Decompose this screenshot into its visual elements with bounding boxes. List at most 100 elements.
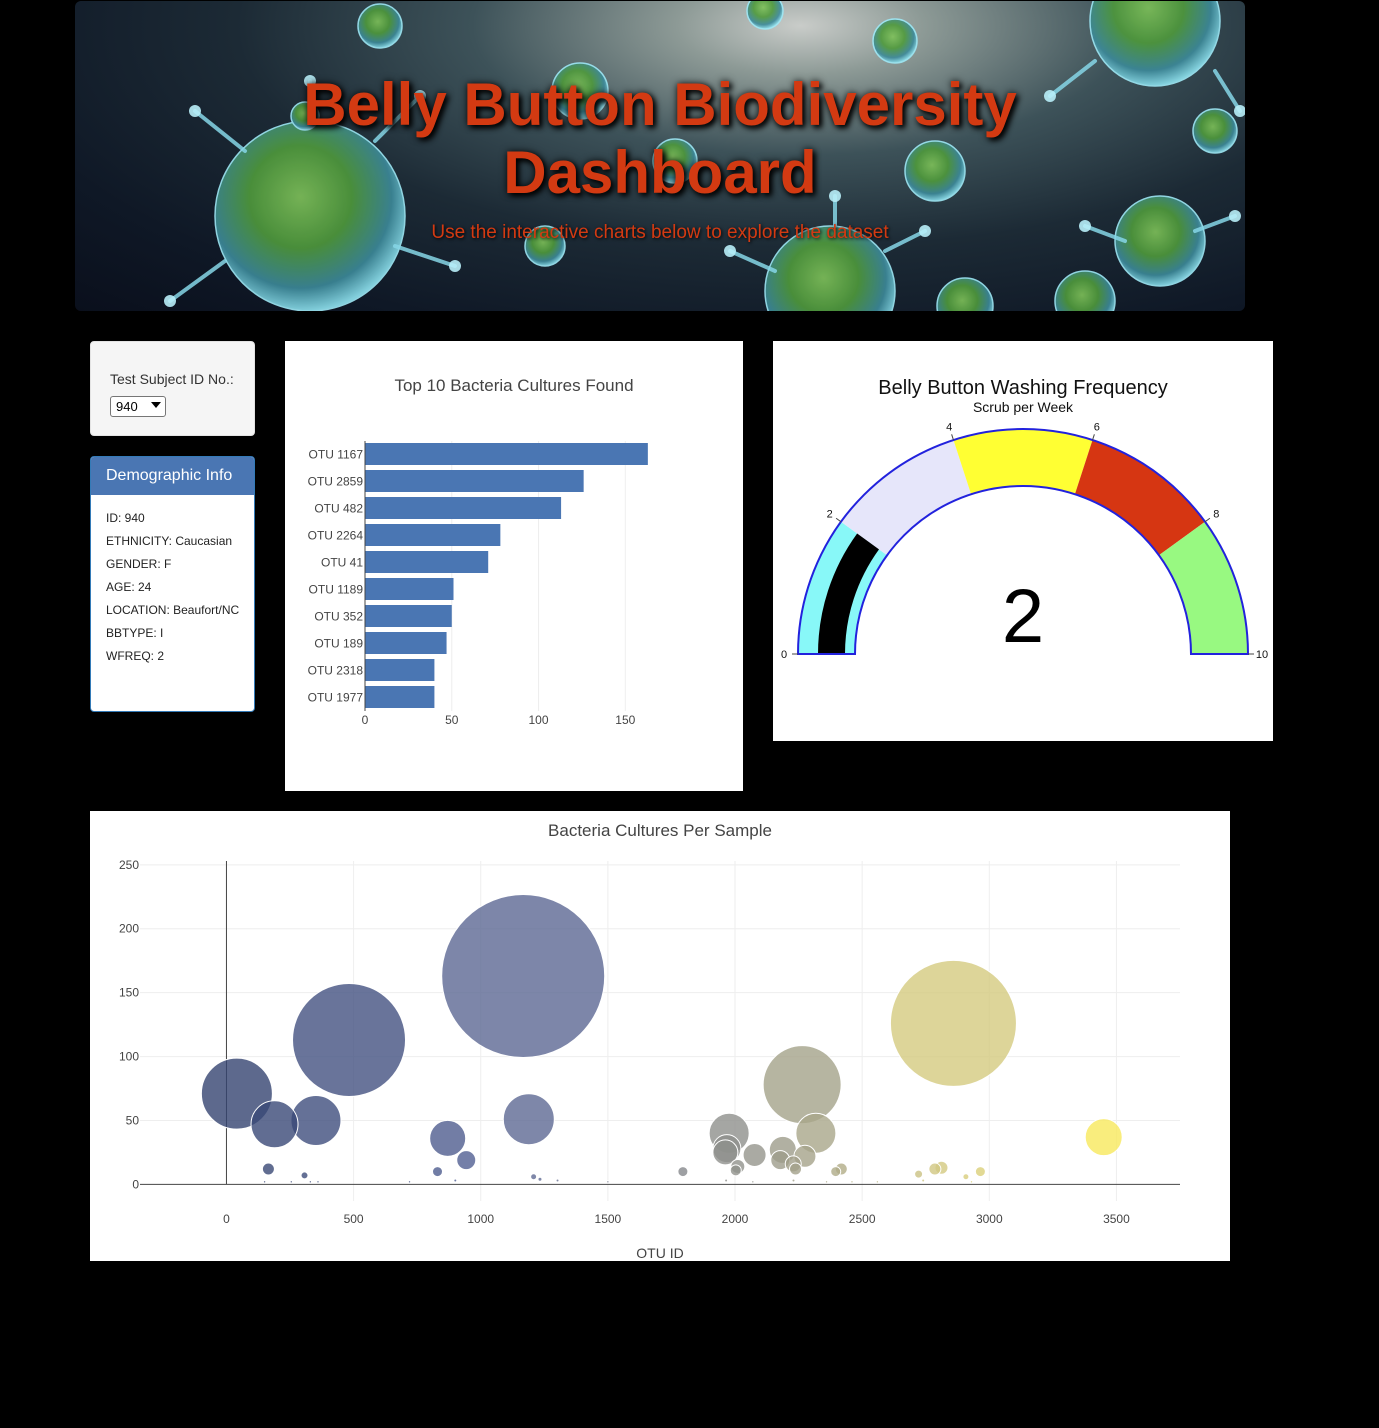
gauge-tick (1204, 517, 1211, 523)
bar-chart-card: Top 10 Bacteria Cultures Found 0 50 100 150… (285, 341, 743, 791)
bubble-point (962, 1173, 970, 1181)
subject-selector-well: Test Subject ID No.: 940 (90, 341, 255, 436)
bar-otu-352 (365, 605, 452, 627)
bubble-chart-card: Bacteria Cultures Per Sample OTU ID 0 50 1… (90, 811, 1230, 1261)
bar-otu-1167 (365, 443, 648, 465)
bar-chart[interactable]: Top 10 Bacteria Cultures Found 0 50 100 150… (285, 341, 743, 791)
gauge-value-bar (818, 533, 879, 654)
bubble-point (555, 1178, 560, 1183)
bubble-point (1084, 1118, 1123, 1157)
subject-selector-label: Test Subject ID No.: (110, 371, 234, 387)
demo-gender: GENDER: F (106, 557, 172, 571)
bar-otu-2859 (365, 470, 584, 492)
bubble-point (850, 1180, 854, 1184)
demo-bbtype: BBTYPE: I (106, 626, 164, 640)
bubble-point (875, 1180, 880, 1184)
subject-id-dropdown[interactable]: 940 (110, 396, 166, 417)
gauge-step-1 (840, 440, 972, 556)
demographic-panel: Demographic Info ID: 940 ETHNICITY: Cauc… (90, 456, 255, 712)
bubble-x-tick-label: 3000 (976, 1212, 1003, 1226)
bubble-x-tick-label: 500 (344, 1212, 364, 1226)
gauge-step-2 (953, 429, 1093, 495)
bar-category-label: OTU 1189 (309, 583, 364, 597)
gauge-tick-label: 6 (1094, 422, 1100, 434)
bubble-point (791, 1178, 796, 1183)
bubble-point (824, 1180, 829, 1184)
bubble-point (789, 1162, 803, 1176)
gauge-tick (835, 517, 842, 523)
bar-x-tick-label: 50 (445, 713, 459, 727)
bubble-chart-xlabel: OTU ID (636, 1245, 683, 1261)
gauge-chart-title: Belly Button Washing Frequency (878, 377, 1167, 399)
bar-category-label: OTU 2318 (308, 664, 364, 678)
gauge-step-4 (1158, 521, 1248, 654)
bubble-y-tick-label: 100 (119, 1050, 139, 1064)
bubble-y-tick-label: 250 (119, 858, 139, 872)
bar-otu-2318 (365, 659, 435, 681)
bubble-point (742, 1142, 767, 1167)
bubble-point (928, 1162, 942, 1176)
bar-x-tick-label: 100 (529, 713, 549, 727)
gauge-tick (1092, 434, 1095, 441)
page-subtitle: Use the interactive charts below to expl… (431, 222, 889, 243)
gauge-chart-subtitle: Scrub per Week (973, 399, 1074, 415)
gauge-tick-label: 0 (781, 649, 787, 661)
header-banner: Belly Button Biodiversity Dashboard Use … (75, 1, 1245, 311)
bubble-point (974, 1166, 986, 1178)
bubble-point (432, 1166, 444, 1178)
bar-otu-1189 (365, 578, 454, 600)
bar-x-tick-label: 0 (362, 713, 369, 727)
bubble-point (530, 1173, 538, 1181)
bubble-point (762, 1045, 842, 1125)
bubble-point (250, 1100, 299, 1149)
bubble-point (429, 1119, 467, 1157)
bar-category-label: OTU 1167 (309, 448, 364, 462)
bar-otu-1977 (365, 686, 435, 708)
gauge-chart[interactable]: Belly Button Washing Frequency Scrub per… (773, 341, 1273, 741)
bar-chart-title: Top 10 Bacteria Cultures Found (394, 376, 633, 395)
bubble-y-tick-label: 200 (119, 922, 139, 936)
bar-otu-2264 (365, 524, 501, 546)
bubble-point (453, 1178, 458, 1183)
bubble-x-tick-label: 2500 (849, 1212, 876, 1226)
bubble-point (441, 894, 606, 1059)
gauge-tick-label: 8 (1213, 509, 1219, 521)
gauge-tick (951, 434, 954, 441)
gauge-chart-card: Belly Button Washing Frequency Scrub per… (773, 341, 1273, 741)
demo-ethnicity: ETHNICITY: Caucasian (106, 534, 233, 548)
bacteria-background-image (164, 1, 1245, 311)
gauge-tick-label: 10 (1256, 649, 1268, 661)
gauge-tick-label: 4 (946, 422, 952, 434)
bubble-point (830, 1166, 842, 1178)
bar-category-label: OTU 41 (321, 556, 363, 570)
gauge-value-number: 2 (1002, 574, 1044, 659)
bubble-point (502, 1093, 555, 1146)
bubble-point (712, 1139, 739, 1166)
bubble-point (729, 1164, 742, 1177)
bubble-x-tick-label: 2000 (722, 1212, 749, 1226)
bubble-x-tick-label: 1000 (467, 1212, 494, 1226)
bubble-y-tick-label: 0 (132, 1177, 139, 1191)
demographic-panel-heading: Demographic Info (91, 457, 254, 495)
demo-age: AGE: 24 (106, 580, 152, 594)
bar-category-label: OTU 1977 (308, 691, 364, 705)
bubble-point (537, 1176, 543, 1182)
bubble-x-tick-label: 1500 (595, 1212, 622, 1226)
bubble-chart[interactable]: Bacteria Cultures Per Sample OTU ID 0 50 1… (90, 811, 1230, 1261)
bubble-point (262, 1180, 267, 1184)
bubble-point (289, 1180, 293, 1184)
bubble-x-tick-label: 0 (223, 1212, 230, 1226)
bubble-point (308, 1180, 313, 1184)
bubble-point (921, 1178, 926, 1183)
bubble-point (316, 1180, 320, 1184)
bubble-point (290, 1094, 342, 1146)
demo-location: LOCATION: Beaufort/NC (106, 603, 240, 617)
bubble-point (261, 1162, 275, 1176)
subject-id-selected: 940 (116, 399, 138, 414)
bubble-point (889, 959, 1017, 1087)
demographic-panel-body: ID: 940 ETHNICITY: Caucasian GENDER: F A… (91, 495, 254, 663)
demo-id: ID: 940 (106, 511, 145, 525)
bubble-point (456, 1150, 477, 1171)
page-title: Belly Button Biodiversity Dashboard (75, 71, 1245, 207)
chevron-down-icon (151, 402, 161, 408)
